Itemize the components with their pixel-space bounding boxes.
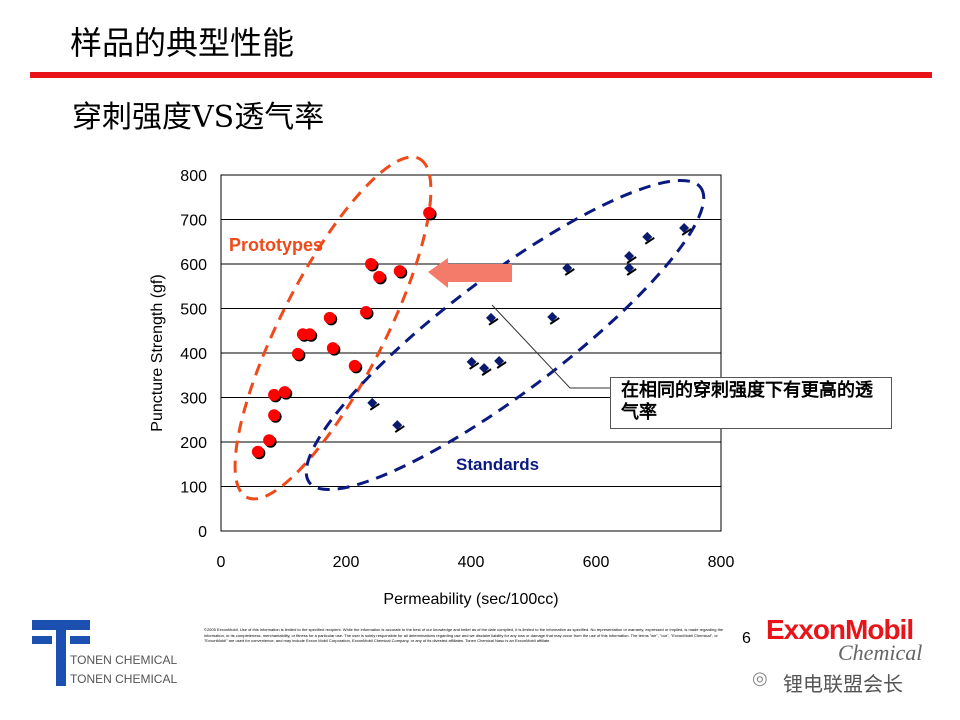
standard-point-shadow [626,268,637,276]
x-axis-label: Permeability (sec/100cc) [383,591,558,608]
prototype-point [348,359,361,372]
disclaimer-text: ©2005 ExxonMobil. Use of this informatio… [204,627,724,644]
standard-point-shadow [469,362,480,370]
x-tick-label: 400 [458,554,485,571]
prototype-point [365,258,377,270]
standard-point-shadow [488,318,499,326]
standard-point-shadow [549,317,560,325]
prototype-point [323,311,336,324]
standard-point [642,231,653,242]
standard-point [367,397,378,408]
standard-point [466,356,477,367]
prototype-point [303,328,316,341]
prototype-point [393,265,406,278]
y-tick-label: 800 [180,168,207,185]
prototype-point [360,306,372,319]
prototype-point [268,409,281,422]
prototype-point [326,342,339,355]
standard-point-shadow [394,425,405,433]
standard-point-shadow [644,237,655,245]
y-tick-label: 700 [180,213,207,230]
watermark: 锂电联盟会长 [783,674,903,696]
standard-point-shadow [481,368,492,376]
annotation-box: 在相同的穿刺强度下有更高的透气率 [610,377,892,429]
prototypes-label: Prototypes [229,235,323,255]
standard-point [494,356,505,367]
standard-point [562,263,573,274]
prototype-point [263,434,276,447]
slide-subtitle: 穿刺强度VS透气率 [72,100,325,135]
prototype-ellipse [233,155,433,501]
standard-point [547,311,558,322]
standard-point-shadow [564,268,575,276]
y-tick-label: 0 [198,524,207,541]
x-tick-label: 200 [333,554,360,571]
standard-point [392,420,403,431]
page-number: 6 [742,630,751,647]
y-tick-label: 500 [180,302,207,319]
standard-point [486,312,496,323]
tonen-name-2: TONEN CHEMICAL [70,672,178,686]
y-axis-label: Puncture Strength (gf) [149,274,166,431]
x-tick-label: 600 [583,554,610,571]
slide-title: 样品的典型性能 [70,24,295,62]
standard-point-shadow [681,228,692,236]
standard-point [624,263,635,274]
plot-area [220,174,722,532]
wechat-icon: ◎ [752,668,768,688]
prototype-point [373,270,386,283]
prototype-point [423,206,436,219]
exxonmobil-chemical: Chemical [838,640,923,665]
standard-ellipse [304,178,706,492]
standard-point-shadow [626,256,637,264]
y-tick-label: 200 [180,435,207,452]
prototype-point [268,388,281,401]
y-tick-label: 400 [180,346,207,363]
standard-point [679,222,690,233]
prototype-point [251,445,264,458]
left-arrow-icon [428,258,512,288]
x-tick-label: 800 [708,554,735,571]
y-tick-label: 600 [180,257,207,274]
title-divider [30,72,932,78]
standard-point-shadow [496,361,507,369]
standard-point-shadow [369,403,380,411]
tonen-logo-icon [32,620,90,686]
x-tick-label: 0 [217,554,226,571]
standards-label: Standards [456,455,539,474]
tonen-name-1: TONEN CHEMICAL [70,653,178,667]
annotation-leader [491,304,610,389]
standard-point [479,363,490,374]
standard-point [624,250,635,261]
prototype-point [278,386,291,399]
y-tick-label: 300 [180,391,207,408]
y-tick-label: 100 [180,480,207,497]
prototype-point [291,347,304,360]
exxonmobil-logo: ExxonMobil [766,614,914,645]
